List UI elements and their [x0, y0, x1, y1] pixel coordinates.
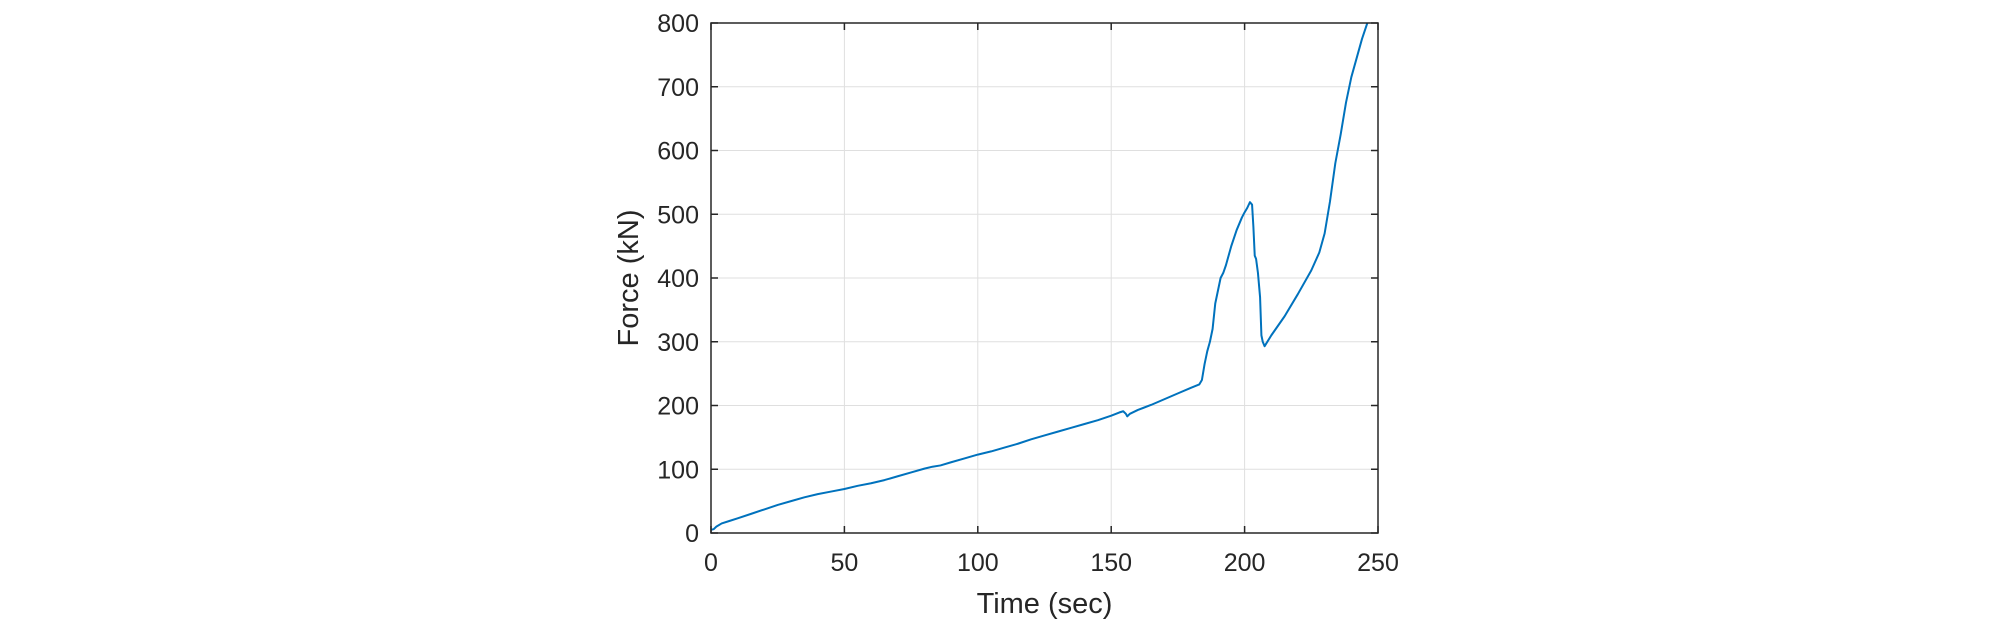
x-tick-label: 200: [1224, 549, 1266, 577]
x-tick-label: 100: [957, 549, 999, 577]
y-axis-label: Force (kN): [613, 210, 645, 347]
y-tick-label: 100: [657, 456, 699, 484]
y-tick-label: 300: [657, 329, 699, 357]
x-axis-label: Time (sec): [977, 588, 1113, 620]
y-tick-label: 600: [657, 138, 699, 166]
y-axis-tick-labels: 0 100 200 300 400 500 600 700 800: [657, 10, 699, 548]
axis-ticks: [710, 22, 1379, 534]
x-tick-label: 250: [1357, 549, 1399, 577]
force-line: [711, 23, 1369, 531]
data-series: [711, 23, 1369, 531]
x-tick-label: 0: [704, 549, 718, 577]
x-axis-tick-labels: 0 50 100 150 200 250: [704, 549, 1399, 577]
y-tick-label: 0: [685, 520, 699, 548]
x-tick-label: 150: [1090, 549, 1132, 577]
y-tick-label: 200: [657, 393, 699, 421]
x-tick-label: 50: [830, 549, 858, 577]
y-tick-label: 500: [657, 201, 699, 229]
y-tick-label: 400: [657, 265, 699, 293]
y-tick-label: 800: [657, 10, 699, 38]
y-tick-label: 700: [657, 74, 699, 102]
